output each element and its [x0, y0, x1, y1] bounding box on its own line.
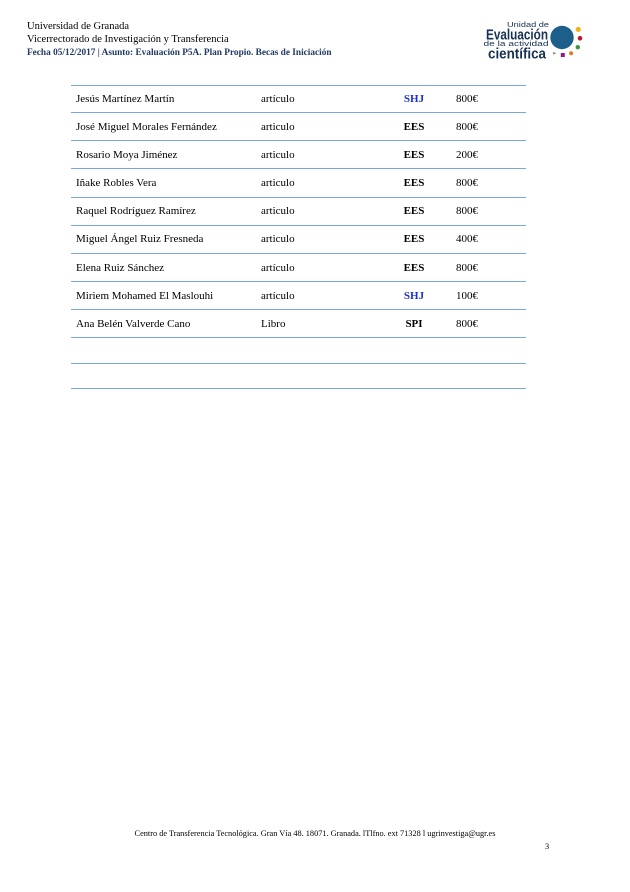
- svg-text:científica: científica: [488, 47, 547, 63]
